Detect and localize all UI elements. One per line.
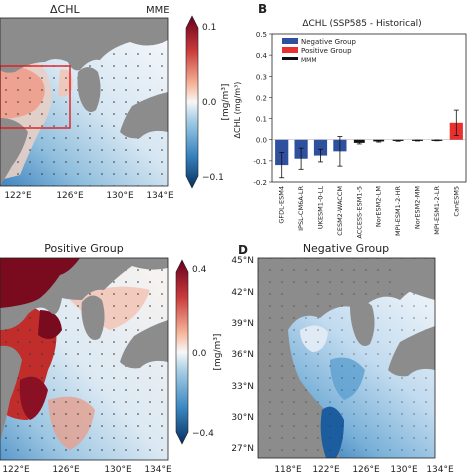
- bar: [353, 139, 365, 143]
- panel-a-x-ticks: 122°E 126°E 130°E 134°E: [4, 191, 174, 201]
- panel-b-ytick-label: -0.2: [253, 179, 267, 187]
- panel-a-cbar-label: [mg/m³]: [221, 84, 231, 121]
- panel-b-category-label: IPSL-CM6A-LR: [297, 186, 305, 231]
- panel-c-colorbar: 0.4 0.0 −0.4 [mg/m³]: [175, 259, 223, 445]
- legend-negative: Negative Group: [301, 38, 357, 46]
- panel-a-cbar-tick: 0.0: [202, 98, 217, 108]
- panel-d-xtick: 122°E: [312, 465, 340, 474]
- panel-d-map: [258, 258, 435, 458]
- panel-d-korea: [350, 301, 375, 346]
- legend-swatch-positive: [282, 47, 298, 53]
- panel-a-xtick: 134°E: [146, 191, 174, 201]
- panel-d-ytick: 30°N: [231, 413, 254, 423]
- panel-d-title: Negative Group: [303, 242, 389, 255]
- panel-b-category-label: UKESM1-0-LL: [317, 186, 325, 229]
- panel-a-land-north: [0, 18, 168, 73]
- panel-d-ytick: 33°N: [231, 382, 254, 392]
- panel-b-category-label: CESM2-WACCM: [336, 186, 344, 236]
- panel-b-category-label: NorESM2-MM: [414, 186, 422, 229]
- panel-b-ytick-label: -0.1: [253, 158, 267, 166]
- panel-b-category-label: NorESM2-LM: [375, 186, 383, 227]
- panel-d-xtick: 118°E: [274, 465, 302, 474]
- legend-swatch-negative: [282, 38, 298, 44]
- panel-d-x-ticks: 118°E 122°E 126°E 130°E 134°E: [274, 465, 454, 474]
- panel-d-xtick: 126°E: [352, 465, 380, 474]
- panel-b-ytick-label: 0.4: [256, 52, 268, 60]
- panel-a-cbar-tick: 0.1: [202, 23, 216, 33]
- panel-a-xtick: 130°E: [106, 191, 134, 201]
- panel-d-japan: [388, 326, 435, 377]
- panel-d-far-east: [395, 265, 435, 300]
- legend-positive: Positive Group: [301, 47, 352, 55]
- panel-d-ytick: 42°N: [231, 288, 254, 298]
- panel-c-xtick: 126°E: [52, 465, 80, 474]
- panel-b-ytick-label: 0.2: [256, 94, 267, 102]
- panel-c-cbar-label: [mg/m³]: [213, 334, 223, 371]
- panel-a-japan: [120, 92, 168, 139]
- panel-a-subtitle: MME: [146, 5, 170, 16]
- panel-b-axes: -0.2 -0.1 0.0 0.1 0.2 0.3 0.4 0.5: [253, 31, 467, 187]
- panel-b-category-label: CanESM5: [452, 186, 460, 217]
- panel-c: Positive Group 122°E 126°E 130°E 134°E 0…: [0, 242, 223, 474]
- panel-c-japan: [120, 320, 168, 369]
- panel-b-category-label: GFDL-ESM4: [278, 186, 286, 224]
- panel-a-cbar-tick: −0.1: [202, 173, 224, 183]
- panel-a-colorbar: 0.1 0.0 −0.1 [mg/m³]: [185, 15, 231, 189]
- panel-c-title: Positive Group: [44, 242, 123, 255]
- legend-mmm: MMM: [301, 57, 317, 64]
- panel-d-xtick: 130°E: [390, 465, 418, 474]
- panel-b-legend: Negative Group Positive Group MMM: [282, 38, 357, 64]
- panel-d-xtick: 134°E: [426, 465, 454, 474]
- panel-a-title: ΔCHL: [50, 3, 80, 16]
- panel-b-frame: [271, 33, 467, 183]
- panel-a-xtick: 122°E: [4, 191, 32, 201]
- panel-a-korea: [77, 67, 101, 112]
- panel-c-cbar-tick: 0.0: [192, 349, 207, 359]
- panel-b-ytick-label: 0.3: [256, 73, 267, 81]
- panel-b-category-label: MPI-ESM1-2-HR: [394, 186, 402, 236]
- panel-b-ylabel: ΔCHL (mg/m³): [233, 82, 242, 139]
- panel-a-highlight-box: [0, 65, 71, 129]
- panel-a-china-coast: [0, 118, 28, 186]
- panel-a-map: [0, 18, 168, 186]
- panel-c-cbar-tick: 0.4: [192, 265, 207, 275]
- panel-c-china-coast: [0, 345, 22, 440]
- panel-c-xtick: 130°E: [104, 465, 132, 474]
- panel-c-x-ticks: 122°E 126°E 130°E 134°E: [2, 465, 172, 474]
- panel-c-bohai: [0, 258, 80, 308]
- panel-d-letter: D: [238, 243, 248, 257]
- panel-b-letter: B: [258, 2, 267, 16]
- panel-d: D Negative Group 45°N 42°N 39°N 36°N 33°…: [231, 242, 454, 474]
- panel-d-liaoning: [292, 285, 320, 300]
- panel-b-ytick-label: 0.0: [256, 137, 267, 145]
- panel-b-category-label: MPI-ESM1-2-LR: [433, 186, 441, 235]
- panel-d-ytick: 45°N: [231, 256, 254, 266]
- legend-swatch-mmm: [282, 57, 298, 60]
- panel-b-title: ΔCHL (SSP585 - Historical): [302, 19, 421, 29]
- panel-c-map: [0, 258, 168, 460]
- panel-a: ΔCHL MME 122°E 126°E 130°E 134°E 0.1 0.0…: [0, 3, 231, 201]
- panel-b-category-label: ACCESS-ESM1-5: [355, 186, 363, 239]
- panel-c-cbar-tick: −0.4: [192, 429, 214, 439]
- panel-b: B ΔCHL (SSP585 - Historical) ΔCHL (mg/m³…: [233, 2, 467, 239]
- panel-d-ytick: 36°N: [231, 350, 254, 360]
- panel-d-ytick: 27°N: [231, 444, 254, 454]
- panel-b-ytick-label: 0.1: [256, 116, 267, 124]
- panel-a-xtick: 126°E: [56, 191, 84, 201]
- panel-d-y-ticks: 45°N 42°N 39°N 36°N 33°N 30°N 27°N: [231, 256, 254, 454]
- panel-b-ytick-label: 0.5: [256, 31, 267, 39]
- panel-c-korea: [81, 295, 105, 340]
- panel-b-bars: GFDL-ESM4 IPSL-CM6A-LR UKESM1-0-LL CESM2-WA…: [275, 109, 463, 239]
- panel-c-xtick: 134°E: [144, 465, 172, 474]
- panel-d-ytick: 39°N: [231, 319, 254, 329]
- panel-c-xtick: 122°E: [2, 465, 30, 474]
- bar: [313, 139, 328, 156]
